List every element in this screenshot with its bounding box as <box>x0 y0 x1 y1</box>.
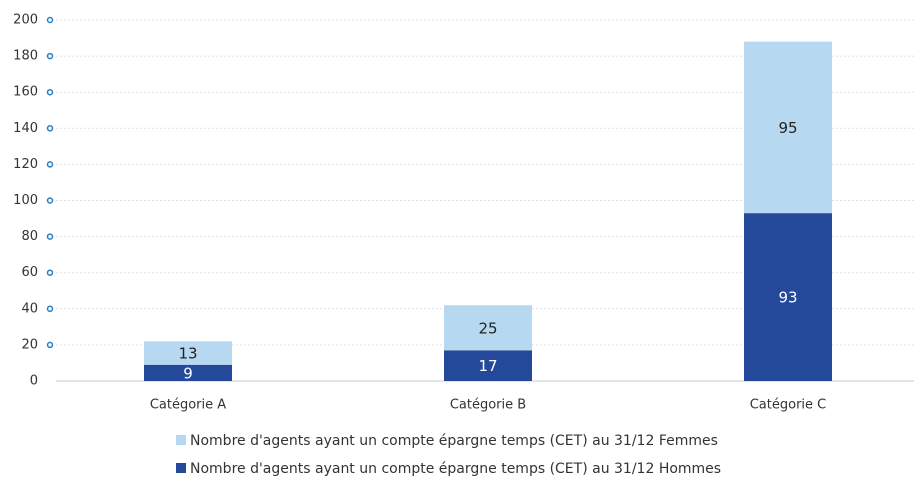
tick-dot <box>46 233 54 240</box>
tick-dot <box>46 269 54 276</box>
tick-dot <box>46 16 54 24</box>
y-tick-label: 120 <box>13 157 38 172</box>
legend-swatch <box>176 463 186 473</box>
bar-segment <box>744 213 832 381</box>
bar-segment <box>444 350 532 381</box>
y-tick-label: 200 <box>13 13 38 28</box>
legend-label: Nombre d'agents ayant un compte épargne … <box>190 433 718 449</box>
y-tick-label: 100 <box>13 193 38 208</box>
value-label: 13 <box>178 345 197 363</box>
bar-segment <box>144 341 232 365</box>
value-label: 9 <box>183 364 193 382</box>
y-tick-label: 180 <box>13 49 38 64</box>
tick-dot <box>46 52 54 60</box>
value-label: 93 <box>778 289 797 307</box>
y-tick-label: 20 <box>21 337 38 352</box>
tick-dot <box>46 305 54 313</box>
tick-dot <box>46 125 54 132</box>
x-tick-label: Catégorie C <box>750 398 827 413</box>
y-tick-label: 140 <box>13 121 38 136</box>
value-label: 17 <box>478 357 497 375</box>
bar-segment <box>144 364 232 381</box>
value-label: 95 <box>778 119 797 137</box>
x-tick-label: Catégorie B <box>450 398 526 413</box>
y-tick-label: 60 <box>21 265 38 280</box>
y-tick-label: 80 <box>21 229 38 244</box>
x-tick-label: Catégorie A <box>150 398 226 413</box>
legend-swatch <box>176 435 186 445</box>
y-tick-label: 40 <box>21 301 38 316</box>
tick-dot <box>46 341 54 349</box>
value-label: 25 <box>478 319 497 337</box>
y-tick-label: 160 <box>13 85 38 100</box>
tick-dot <box>46 161 54 168</box>
y-tick-label: 0 <box>30 374 38 389</box>
bar-segment <box>744 41 832 214</box>
legend-label: Nombre d'agents ayant un compte épargne … <box>190 461 721 477</box>
tick-dot <box>46 88 54 96</box>
bar-segment <box>444 305 532 351</box>
tick-dot <box>46 197 54 204</box>
